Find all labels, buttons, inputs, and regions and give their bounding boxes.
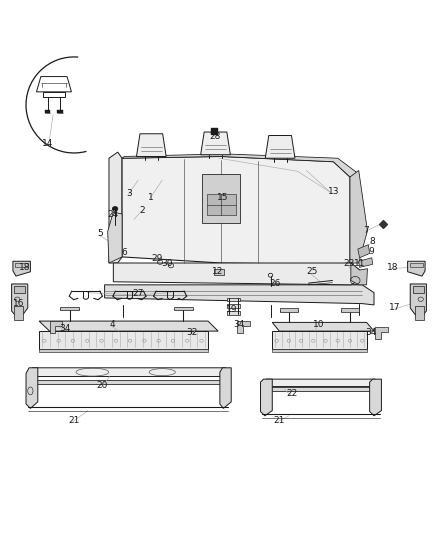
Polygon shape	[122, 154, 359, 177]
Polygon shape	[32, 368, 229, 376]
Polygon shape	[227, 304, 240, 308]
Polygon shape	[49, 321, 62, 333]
Polygon shape	[413, 286, 424, 293]
Polygon shape	[26, 368, 38, 408]
Text: 14: 14	[42, 139, 53, 148]
Text: 15: 15	[217, 193, 228, 202]
Polygon shape	[375, 327, 388, 339]
Polygon shape	[272, 349, 367, 352]
Text: 34: 34	[60, 324, 71, 333]
Polygon shape	[39, 321, 218, 331]
Polygon shape	[45, 110, 50, 113]
Polygon shape	[237, 321, 250, 333]
Text: 34: 34	[233, 320, 244, 329]
Text: 2: 2	[140, 206, 145, 215]
Text: 16: 16	[13, 299, 25, 308]
Polygon shape	[137, 134, 166, 157]
Polygon shape	[272, 331, 367, 349]
Polygon shape	[36, 77, 71, 92]
Polygon shape	[201, 132, 230, 155]
Text: 18: 18	[387, 263, 399, 272]
Text: 5: 5	[97, 229, 103, 238]
Text: 29: 29	[151, 254, 162, 263]
Polygon shape	[214, 269, 224, 275]
Polygon shape	[42, 92, 65, 97]
Polygon shape	[265, 135, 295, 158]
Polygon shape	[359, 258, 373, 268]
Text: 11: 11	[354, 259, 365, 268]
Polygon shape	[57, 110, 63, 113]
Text: 12: 12	[212, 267, 224, 276]
Text: 3: 3	[127, 189, 132, 198]
Polygon shape	[12, 284, 28, 320]
Polygon shape	[341, 309, 359, 312]
Polygon shape	[113, 263, 360, 285]
Text: 25: 25	[306, 267, 317, 276]
Polygon shape	[410, 284, 426, 320]
Text: 22: 22	[287, 390, 298, 399]
Polygon shape	[13, 261, 30, 276]
Text: 21: 21	[68, 416, 80, 425]
Polygon shape	[39, 349, 208, 352]
Polygon shape	[113, 207, 117, 210]
Text: 13: 13	[328, 187, 339, 196]
Text: 23: 23	[343, 259, 355, 268]
Polygon shape	[266, 379, 378, 386]
Text: 32: 32	[186, 328, 198, 337]
Polygon shape	[173, 306, 193, 310]
Text: 28: 28	[210, 132, 221, 141]
Text: 24: 24	[108, 211, 119, 220]
Polygon shape	[358, 245, 370, 258]
Text: 9: 9	[368, 247, 374, 256]
Polygon shape	[60, 306, 79, 310]
Polygon shape	[220, 368, 231, 408]
Polygon shape	[408, 261, 425, 276]
Polygon shape	[207, 195, 236, 215]
Point	[210, 127, 217, 135]
Polygon shape	[280, 309, 297, 312]
Text: 6: 6	[121, 248, 127, 256]
Text: 1: 1	[148, 193, 154, 202]
Text: 8: 8	[370, 237, 375, 246]
Polygon shape	[370, 379, 381, 416]
Polygon shape	[32, 380, 227, 384]
Polygon shape	[122, 157, 350, 264]
Text: 20: 20	[96, 381, 108, 390]
Text: 34: 34	[365, 328, 377, 337]
Polygon shape	[266, 386, 375, 391]
Polygon shape	[351, 263, 367, 285]
Polygon shape	[39, 331, 208, 349]
Text: 7: 7	[364, 226, 369, 235]
Polygon shape	[227, 311, 240, 314]
Point	[379, 220, 386, 228]
Text: 19: 19	[226, 305, 237, 314]
Text: 26: 26	[269, 279, 281, 288]
Text: 21: 21	[274, 416, 285, 425]
Text: 30: 30	[162, 259, 173, 268]
Polygon shape	[105, 285, 374, 305]
Text: 18: 18	[19, 263, 31, 272]
Polygon shape	[202, 174, 240, 223]
Text: 4: 4	[109, 320, 115, 329]
Polygon shape	[227, 298, 240, 302]
Polygon shape	[14, 263, 28, 268]
Polygon shape	[272, 322, 374, 331]
Text: 10: 10	[313, 320, 324, 329]
Polygon shape	[109, 152, 122, 263]
Polygon shape	[108, 212, 122, 263]
Polygon shape	[410, 263, 424, 268]
Polygon shape	[350, 171, 367, 263]
Polygon shape	[14, 306, 23, 320]
Text: 17: 17	[389, 303, 400, 312]
Polygon shape	[261, 379, 272, 416]
Text: 27: 27	[133, 289, 144, 298]
Polygon shape	[415, 306, 424, 320]
Polygon shape	[14, 286, 25, 293]
